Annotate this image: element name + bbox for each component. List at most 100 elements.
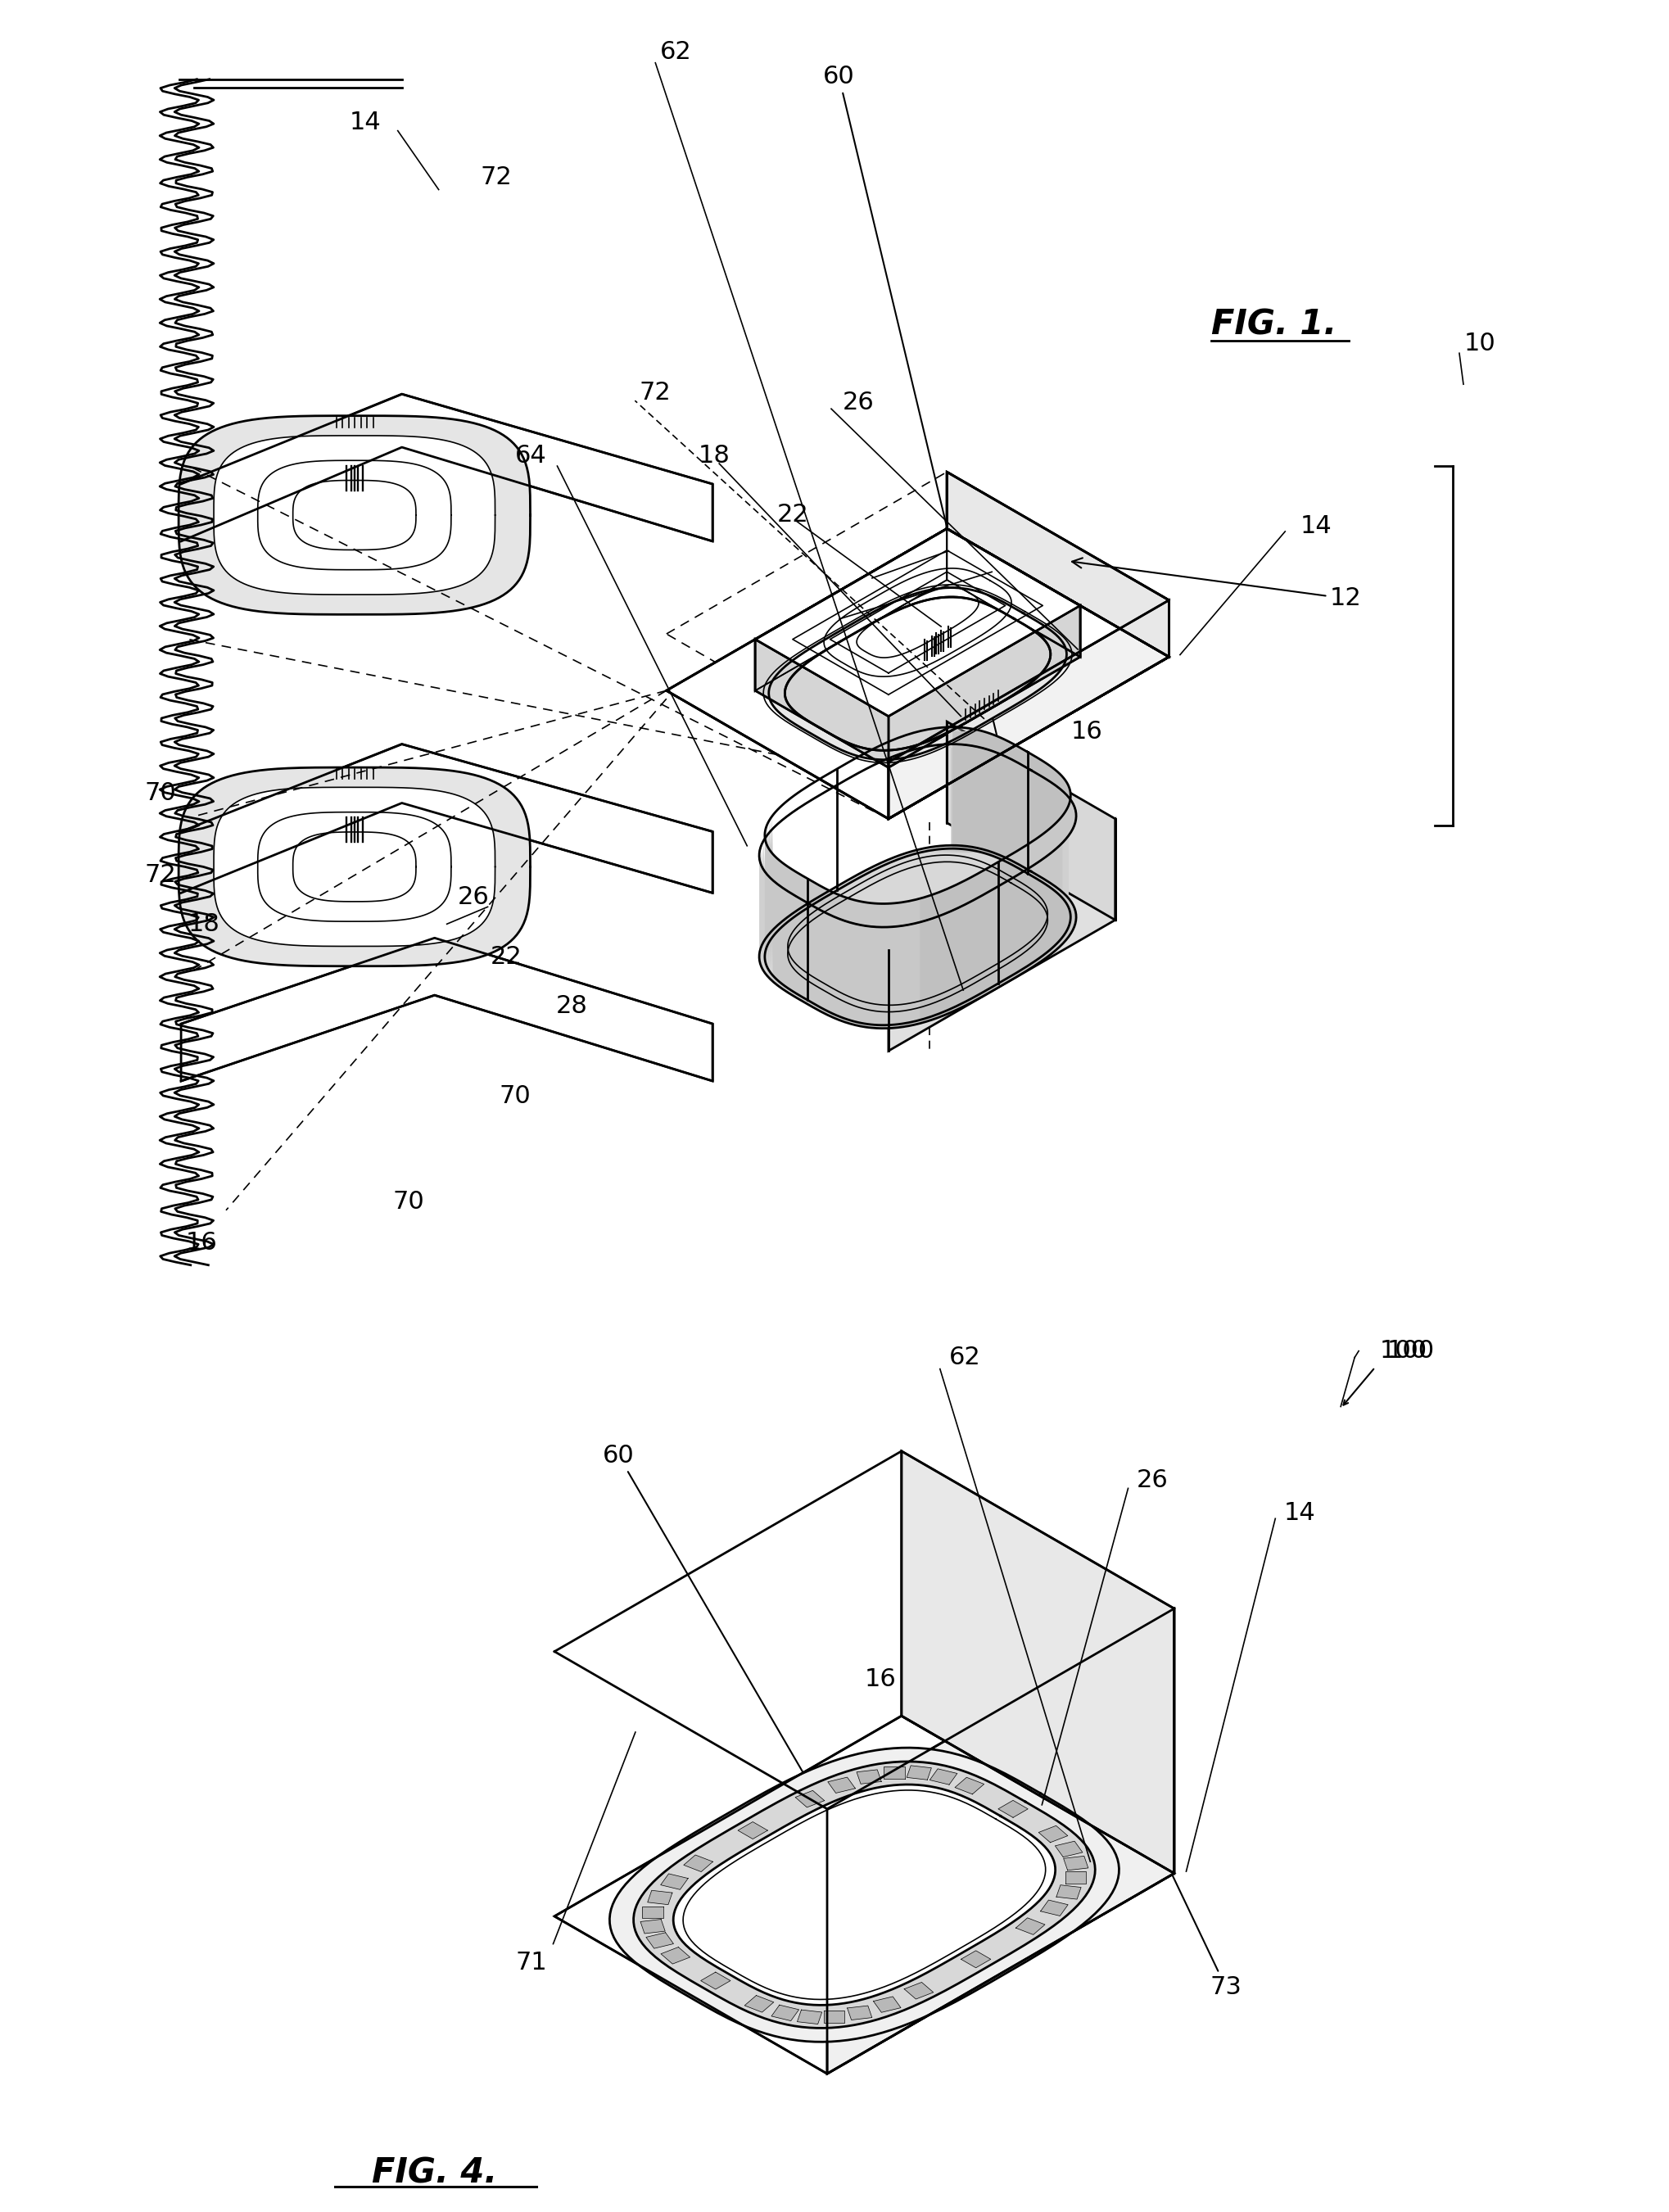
Polygon shape <box>756 529 946 690</box>
Polygon shape <box>885 1767 905 1778</box>
Text: 22: 22 <box>491 945 522 969</box>
Polygon shape <box>946 721 1115 920</box>
Text: 72: 72 <box>481 166 512 190</box>
Text: 28: 28 <box>556 993 587 1018</box>
Polygon shape <box>955 1778 985 1794</box>
Polygon shape <box>769 588 1066 759</box>
Text: 18: 18 <box>698 445 731 467</box>
Text: FIG. 4.: FIG. 4. <box>372 2157 497 2190</box>
Polygon shape <box>646 1933 674 1949</box>
Text: 72: 72 <box>145 863 177 887</box>
Polygon shape <box>930 1770 958 1785</box>
Polygon shape <box>1056 1885 1082 1900</box>
Polygon shape <box>214 436 496 595</box>
Text: 100: 100 <box>1380 1338 1427 1363</box>
Text: 66: 66 <box>808 1907 840 1931</box>
Text: 16: 16 <box>1071 719 1103 743</box>
Polygon shape <box>684 1856 713 1871</box>
Polygon shape <box>784 597 1050 750</box>
Text: 26: 26 <box>1137 1469 1168 1493</box>
Text: 14: 14 <box>1300 515 1332 538</box>
Polygon shape <box>798 2011 821 2024</box>
Polygon shape <box>554 1717 1175 2073</box>
Polygon shape <box>1055 1840 1083 1858</box>
Text: 12: 12 <box>1071 557 1362 611</box>
Polygon shape <box>756 529 946 690</box>
Polygon shape <box>888 818 1115 1051</box>
Polygon shape <box>946 471 1168 657</box>
Polygon shape <box>828 1608 1175 2073</box>
Polygon shape <box>609 1747 1118 2042</box>
Polygon shape <box>764 849 1070 1024</box>
Polygon shape <box>214 787 496 947</box>
Polygon shape <box>873 1997 901 2013</box>
Text: 70: 70 <box>145 781 177 805</box>
Polygon shape <box>848 2006 871 2020</box>
Text: 73: 73 <box>1050 1617 1242 2000</box>
Polygon shape <box>180 743 713 894</box>
Polygon shape <box>998 1801 1028 1818</box>
Text: 14: 14 <box>349 111 381 135</box>
Text: 70: 70 <box>499 1084 531 1108</box>
Text: 20: 20 <box>851 606 883 630</box>
Polygon shape <box>759 836 1068 1029</box>
Polygon shape <box>666 529 1168 818</box>
Text: 72: 72 <box>639 380 671 405</box>
Polygon shape <box>946 529 1080 657</box>
Polygon shape <box>180 394 713 542</box>
Polygon shape <box>1065 1871 1087 1882</box>
Polygon shape <box>643 1907 663 1918</box>
Text: 22: 22 <box>778 504 809 526</box>
Polygon shape <box>666 529 1168 818</box>
Text: 10: 10 <box>1464 332 1495 356</box>
Polygon shape <box>1063 1856 1088 1871</box>
Polygon shape <box>634 1761 1095 2028</box>
Polygon shape <box>946 471 1168 657</box>
Polygon shape <box>1038 1825 1068 1843</box>
Text: 64: 64 <box>516 445 547 467</box>
Polygon shape <box>756 529 1080 717</box>
Text: FIG. 1.: FIG. 1. <box>1212 307 1337 341</box>
Text: 100: 100 <box>1387 1338 1435 1363</box>
Polygon shape <box>738 1823 768 1838</box>
Polygon shape <box>946 529 1080 657</box>
Polygon shape <box>759 845 1077 1029</box>
Text: 18: 18 <box>189 911 220 936</box>
Polygon shape <box>823 2011 845 2024</box>
Text: 14: 14 <box>1283 1502 1315 1524</box>
Polygon shape <box>888 599 1168 818</box>
Polygon shape <box>661 1874 688 1889</box>
Polygon shape <box>920 743 1077 1024</box>
Polygon shape <box>179 768 531 967</box>
Polygon shape <box>888 599 1168 818</box>
Polygon shape <box>764 816 1063 1024</box>
Text: 16: 16 <box>865 1668 896 1690</box>
Polygon shape <box>180 938 713 1082</box>
Polygon shape <box>794 1790 824 1807</box>
Polygon shape <box>888 606 1080 768</box>
Polygon shape <box>771 2004 799 2022</box>
Text: 71: 71 <box>516 1951 547 1975</box>
Text: 26: 26 <box>457 885 489 909</box>
Text: 66: 66 <box>901 885 933 909</box>
Polygon shape <box>701 1973 731 1989</box>
Polygon shape <box>905 1982 933 2000</box>
Polygon shape <box>179 416 531 615</box>
Polygon shape <box>648 1891 673 1905</box>
Polygon shape <box>1040 1900 1068 1916</box>
Text: 62: 62 <box>948 1345 980 1369</box>
Polygon shape <box>756 529 1080 717</box>
Polygon shape <box>661 1947 689 1964</box>
Text: 16: 16 <box>185 1232 217 1254</box>
Polygon shape <box>888 606 1080 768</box>
Text: 70: 70 <box>392 1190 424 1214</box>
Text: 26: 26 <box>843 389 875 414</box>
Polygon shape <box>756 639 888 768</box>
Polygon shape <box>961 1951 991 1969</box>
Polygon shape <box>906 1765 931 1781</box>
Polygon shape <box>901 1451 1175 1874</box>
Polygon shape <box>1016 1918 1045 1936</box>
Text: 60: 60 <box>823 64 1028 852</box>
Polygon shape <box>920 728 1070 1020</box>
Polygon shape <box>828 1776 855 1794</box>
